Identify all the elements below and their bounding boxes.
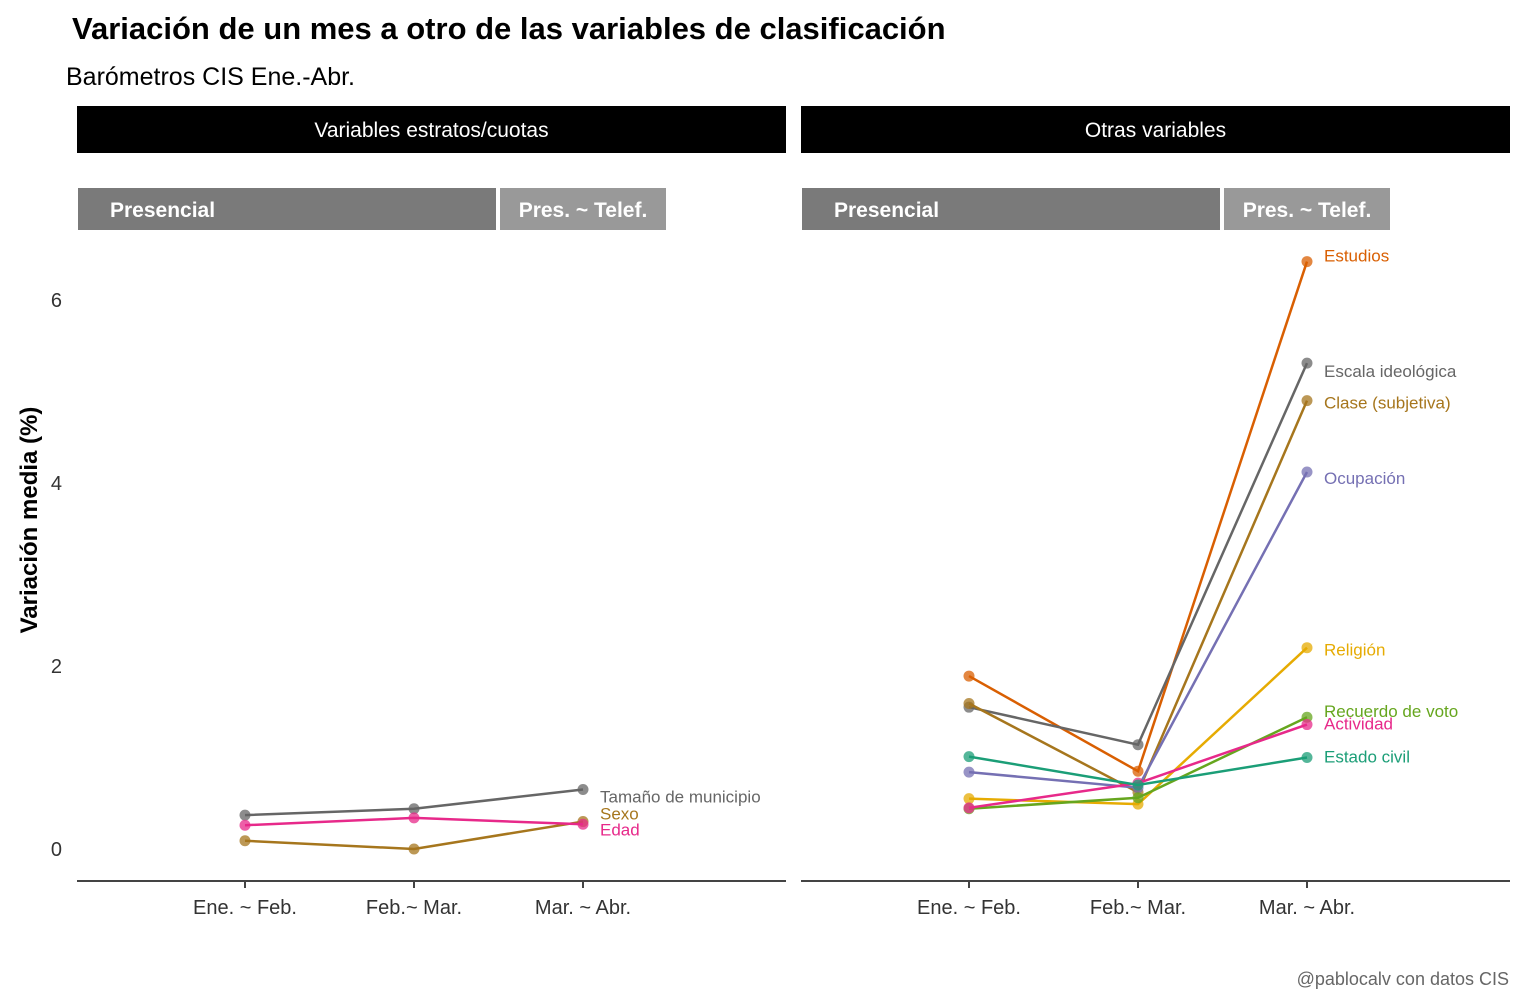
data-point [577, 818, 589, 830]
phase-bar-presencial [802, 188, 1220, 230]
phase-label-presencial: Presencial [110, 199, 215, 222]
panel-strip [77, 106, 786, 153]
data-point [1301, 752, 1313, 763]
series-label: Recuerdo de voto [1324, 702, 1458, 721]
panel-2: Otras variables Presencial Pres. ~ Telef. E… [801, 106, 1510, 919]
y-axis-label: Variación media (%) [16, 407, 43, 634]
y-axis-ticks: 0 2 4 6 [51, 290, 62, 861]
x-tick-label: Mar. ~ Abr. [535, 897, 631, 919]
phase-label-mixed: Pres. ~ Telef. [519, 199, 648, 222]
phase-label-presencial: Presencial [834, 199, 939, 222]
panel-strip-label: Otras variables [1085, 119, 1226, 142]
data-point [1132, 779, 1144, 791]
data-point [1301, 642, 1313, 654]
series-label: Estudios [1324, 247, 1389, 266]
phase-label-mixed: Pres. ~ Telef. [1243, 199, 1372, 222]
series-label: Clase (subjetiva) [1324, 394, 1451, 413]
series-label: Actividad [1324, 715, 1393, 734]
chart-title: Variación de un mes a otro de las variab… [72, 11, 946, 46]
data-point [1301, 719, 1313, 731]
panel-strip [801, 106, 1510, 153]
phase-bar-mixed [1224, 188, 1390, 230]
chart-subtitle: Barómetros CIS Ene.-Abr. [66, 63, 355, 91]
y-tick-label: 4 [51, 473, 62, 495]
x-tick-label: Ene. ~ Feb. [193, 897, 297, 919]
phase-bar-presencial [78, 188, 496, 230]
series-label: Ocupación [1324, 469, 1405, 488]
series-label: Edad [600, 820, 640, 839]
series-line [968, 400, 1309, 795]
data-point [1301, 357, 1313, 369]
series-label: Religión [1324, 641, 1385, 660]
series-label: Tamaño de municipio [600, 788, 761, 807]
x-tick-label: Feb.~ Mar. [1090, 897, 1186, 919]
data-point [1301, 256, 1313, 268]
series-label: Escala ideológica [1324, 362, 1457, 381]
data-point [963, 793, 975, 805]
data-point [408, 812, 420, 824]
data-point [1132, 792, 1144, 804]
data-point [239, 819, 251, 831]
data-point [239, 835, 251, 847]
data-point [963, 751, 975, 763]
series-label: Estado civil [1324, 748, 1410, 767]
data-point [408, 843, 420, 855]
series-line [968, 362, 1309, 747]
data-point [1301, 395, 1313, 407]
series-label: Sexo [600, 805, 639, 824]
x-tick-label: Ene. ~ Feb. [917, 897, 1021, 919]
data-point [963, 698, 975, 710]
phase-bar-mixed [500, 188, 666, 230]
data-point [963, 766, 975, 778]
y-tick-label: 0 [51, 839, 62, 861]
x-tick-label: Mar. ~ Abr. [1259, 897, 1355, 919]
y-tick-label: 2 [51, 656, 62, 678]
data-point [963, 802, 975, 814]
data-point [239, 809, 251, 821]
x-tick-label: Feb.~ Mar. [366, 897, 462, 919]
panel-1: Variables estratos/cuotas Presencial Pres.… [77, 106, 786, 919]
caption: @pablocalv con datos CIS [1297, 969, 1509, 989]
data-point [408, 803, 420, 815]
data-point [1132, 765, 1144, 777]
data-point [1301, 466, 1313, 478]
data-point [963, 670, 975, 682]
panels: Variables estratos/cuotas Presencial Pres.… [77, 106, 1510, 919]
panel-strip-label: Variables estratos/cuotas [314, 119, 548, 142]
data-point [577, 784, 589, 796]
y-tick-label: 6 [51, 290, 62, 312]
data-point [1132, 739, 1144, 751]
